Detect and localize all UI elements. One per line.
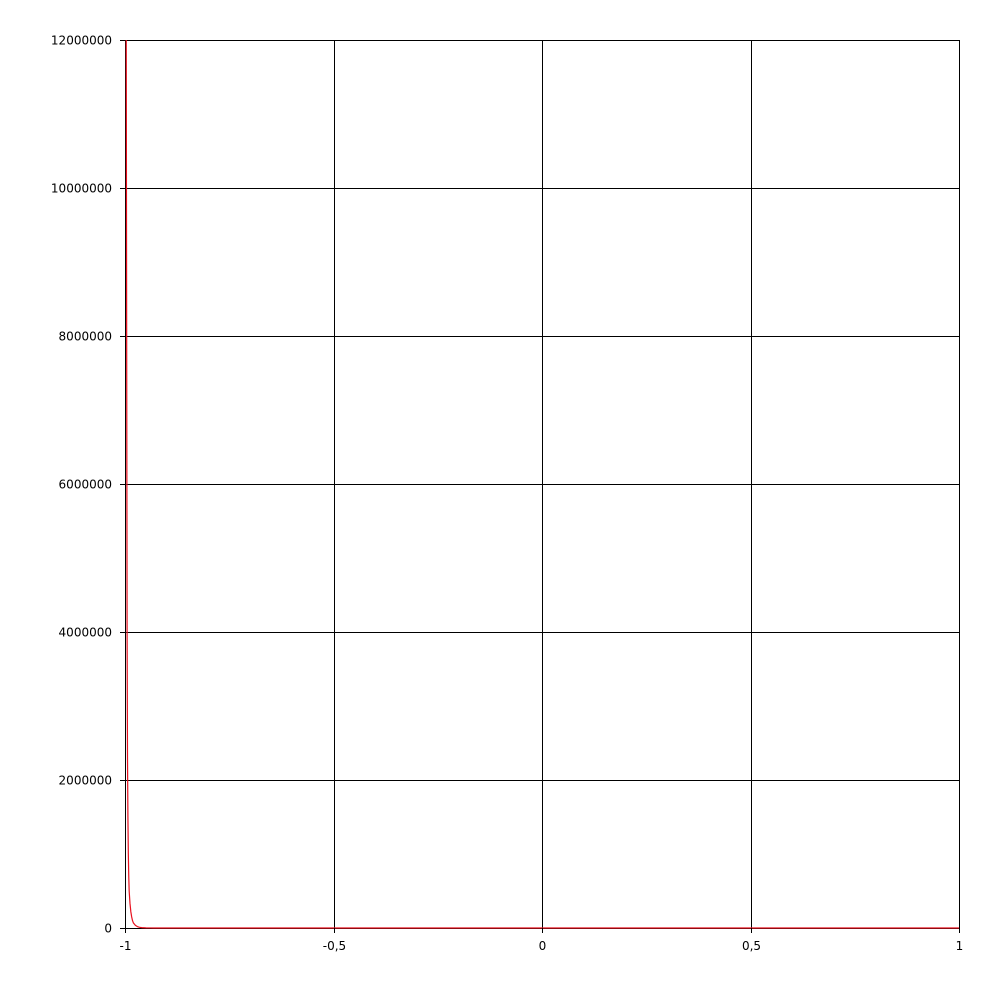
x-tick-label: 1 xyxy=(956,939,964,953)
y-axis-ticks: 0 2000000 4000000 6000000 8000000 10000000 120… xyxy=(51,34,125,936)
series-layer xyxy=(125,39,959,929)
y-tick-label: 6000000 xyxy=(59,478,112,492)
x-tick-label: -1 xyxy=(120,939,132,953)
y-tick-label: 8000000 xyxy=(59,330,112,344)
grid-lines xyxy=(125,40,960,929)
y-tick-label: 0 xyxy=(104,922,112,936)
y-tick-label: 10000000 xyxy=(51,182,112,196)
x-axis-ticks: -1 -0,5 0 0,5 1 xyxy=(120,928,964,953)
y-tick-label: 4000000 xyxy=(59,626,112,640)
y-tick-label: 12000000 xyxy=(51,34,112,48)
x-tick-label: -0,5 xyxy=(323,939,346,953)
y-tick-label: 2000000 xyxy=(59,774,112,788)
x-tick-label: 0,5 xyxy=(742,939,761,953)
series-line xyxy=(125,39,959,929)
x-tick-label: 0 xyxy=(539,939,547,953)
